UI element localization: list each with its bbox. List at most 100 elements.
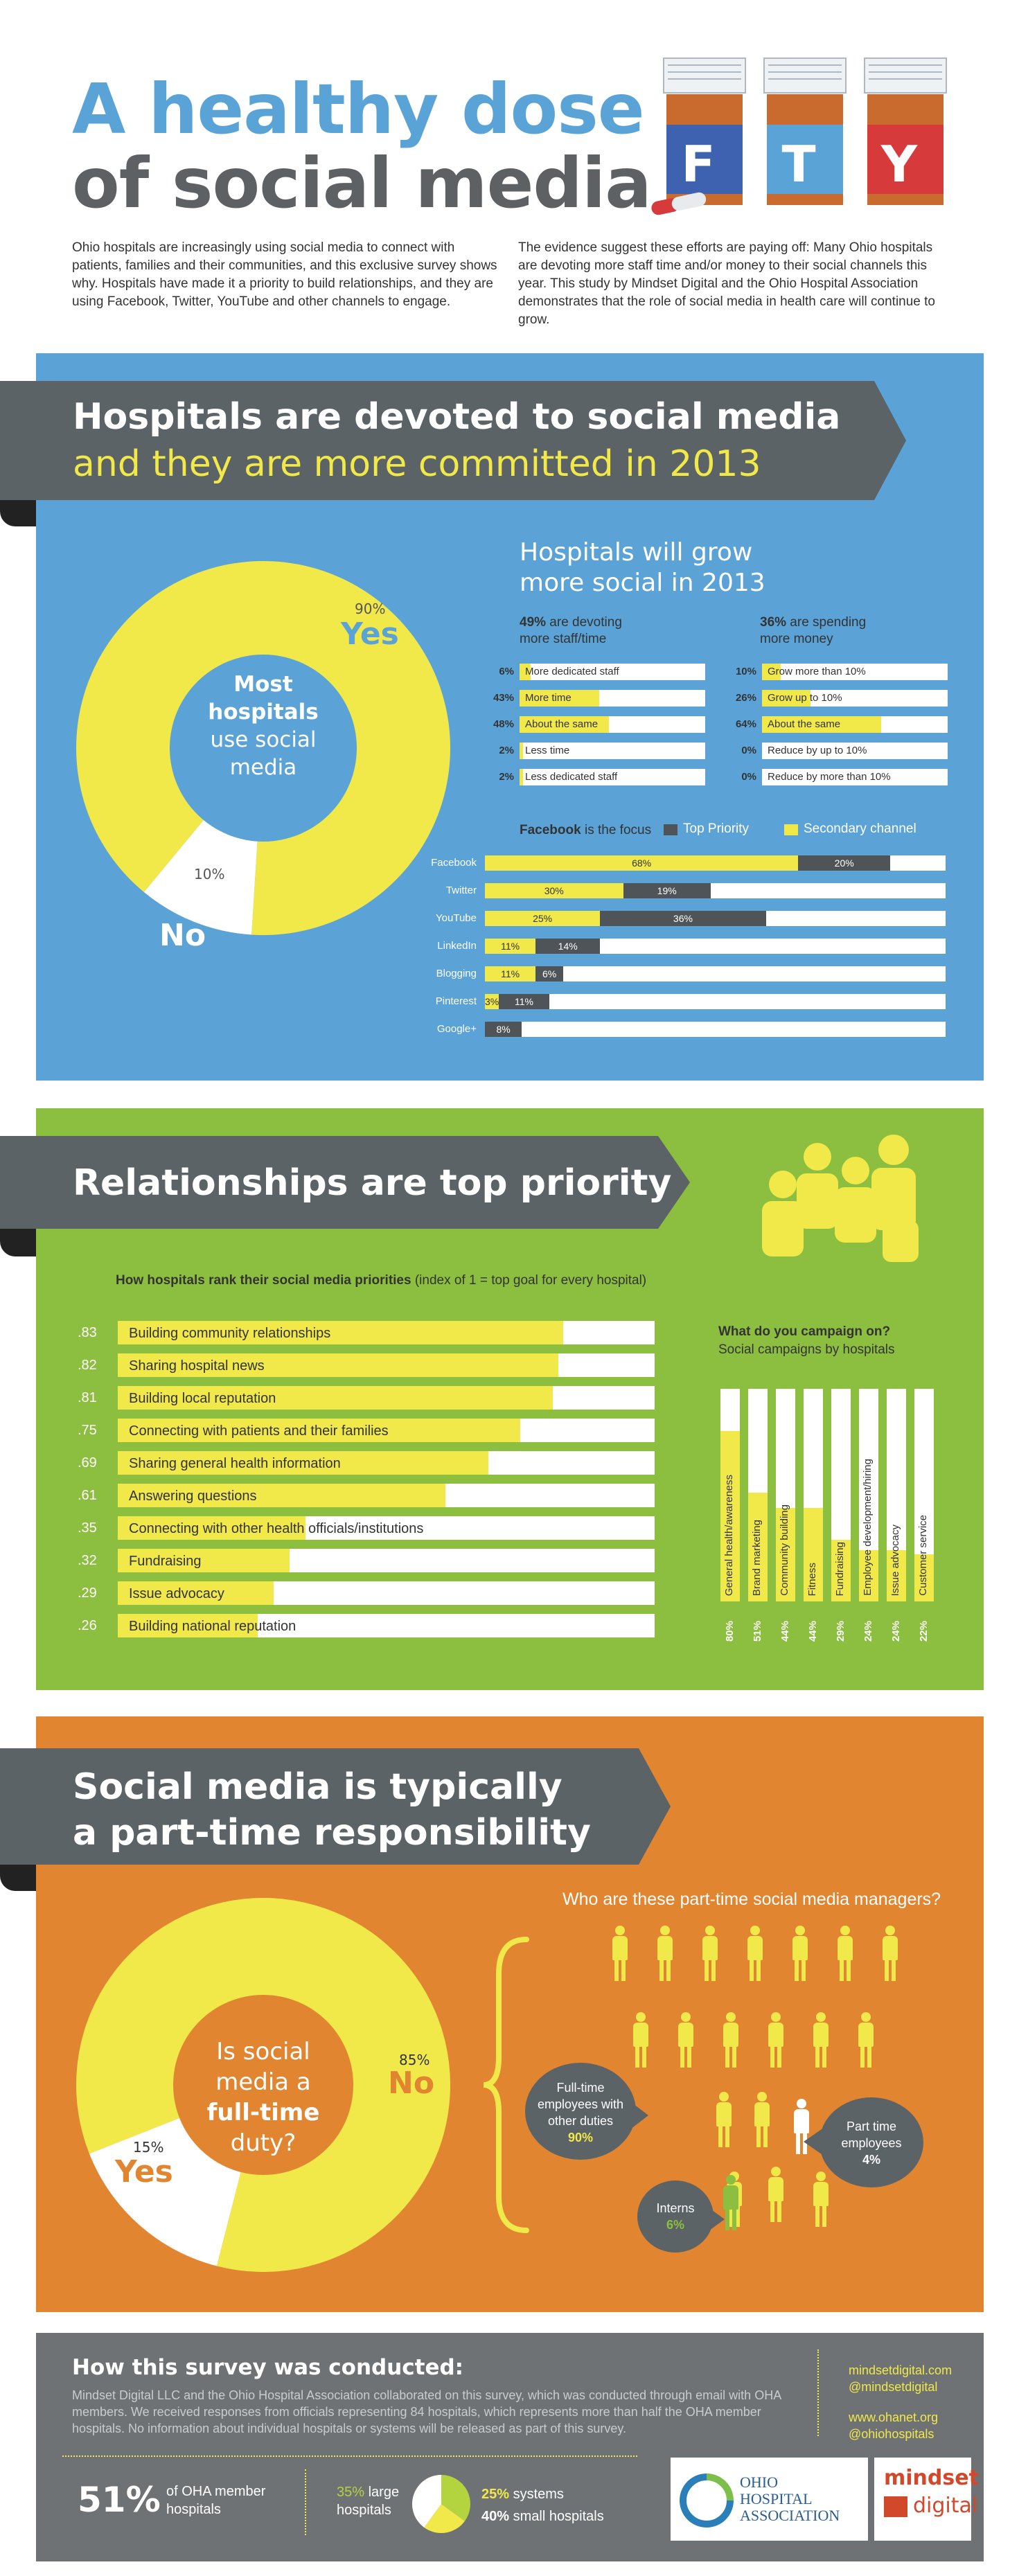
money-label: About the same <box>768 718 841 730</box>
person-icon <box>790 1926 810 1981</box>
survey-text: Mindset Digital LLC and the Ohio Hospita… <box>72 2388 781 2435</box>
oha-logo-text: OHIO HOSPITAL ASSOCIATION <box>740 2474 840 2524</box>
fb-focus-rest: is the focus <box>581 823 652 837</box>
survey-title: How this survey was conducted: <box>72 2355 464 2380</box>
donut2-line4: duty? <box>230 2129 296 2157</box>
stat-51-text: of OHA member hospitals <box>166 2482 265 2519</box>
campaign-subtitle: Social campaigns by hospitals <box>718 1342 895 1357</box>
staff-label: Less time <box>525 745 570 756</box>
channel-row: 11% 14% <box>485 939 946 954</box>
donut-center-text: Most hospitals use social media <box>165 670 362 781</box>
priority-index: .81 <box>78 1390 97 1405</box>
campaign-pct: 24% <box>862 1621 874 1642</box>
campaign-fill <box>748 1493 768 1601</box>
staff-heading-line2: more staff/time <box>520 632 607 646</box>
money-label: Grow up to 10% <box>768 692 842 704</box>
bar-top-priority: 11% <box>498 994 550 1009</box>
link-mindset-site[interactable]: mindsetdigital.com <box>849 2363 953 2377</box>
priority-label: Connecting with patients and their famil… <box>129 1423 389 1439</box>
person-icon <box>856 2012 876 2068</box>
link-oha-twitter[interactable]: @ohiohospitals <box>849 2427 934 2441</box>
footer-divider <box>817 2350 819 2436</box>
interns-bubble <box>637 2180 714 2253</box>
campaign-pct: 24% <box>890 1621 902 1642</box>
people-group-icon <box>762 1135 919 1262</box>
banner-relationships: Relationships are top priority <box>0 1136 690 1229</box>
legend-top-label: Top Priority <box>683 821 750 836</box>
channel-label: Blogging <box>436 968 477 979</box>
legend-secondary-label: Secondary channel <box>804 821 916 836</box>
campaign-pct: 22% <box>918 1621 930 1642</box>
priority-label: Answering questions <box>129 1489 257 1504</box>
oha-logo-line3: ASSOCIATION <box>740 2507 840 2524</box>
stat-51-line1: of OHA member <box>166 2484 266 2499</box>
bar-top-priority: 6% <box>535 966 564 981</box>
staff-row: More dedicated staff <box>520 664 705 680</box>
fulltime-text: Full-time employees with other duties 90… <box>525 2079 636 2146</box>
no-percent: 10% <box>194 866 225 882</box>
money-pct: 0% <box>741 745 756 756</box>
fulltime-line1: Full-time <box>556 2081 605 2095</box>
person-icon <box>810 2171 831 2227</box>
campaign-pct: 29% <box>835 1621 847 1642</box>
staff-row: More time <box>520 690 705 707</box>
grow-title-line1: Hospitals will grow <box>520 538 753 567</box>
fulltime-line2: employees with <box>537 2097 624 2111</box>
priority-row: Building national reputation <box>118 1614 655 1637</box>
stat-51-line2: hospitals <box>166 2502 221 2517</box>
campaign-column: Brand marketing <box>748 1389 768 1601</box>
hospital-split-pie <box>412 2475 470 2533</box>
donut-center-line2: hospitals <box>208 700 319 725</box>
pie-slice-small <box>412 2475 441 2528</box>
fulltime-line3: other duties <box>547 2114 614 2128</box>
staff-pct: 2% <box>499 745 514 756</box>
fb-focus-bold: Facebook <box>520 823 581 837</box>
page-title-line2: of social media <box>72 143 652 224</box>
priority-label: Issue advocacy <box>129 1586 224 1601</box>
stat-small-text: small hospitals <box>509 2509 604 2524</box>
priority-row: Building community relationships <box>118 1321 655 1344</box>
priority-row: Fundraising <box>118 1549 655 1572</box>
staff-label: About the same <box>525 718 599 730</box>
bottle-t <box>763 57 847 205</box>
intro-left: Ohio hospitals are increasingly using so… <box>72 240 497 309</box>
donut2-center-text: Is social media a full-time duty? <box>172 2036 355 2158</box>
priority-index: .69 <box>78 1455 97 1471</box>
bar-top-priority: 8% <box>485 1022 522 1037</box>
banner-tab <box>0 499 36 526</box>
channel-label: Google+ <box>436 1023 477 1035</box>
stat-systems: 25% systems 40% small hospitals <box>481 2483 604 2528</box>
stat-51: 51% <box>78 2480 161 2520</box>
priority-label: Building local reputation <box>129 1391 276 1406</box>
banner-devoted-line2: and they are more committed in 2013 <box>73 443 761 485</box>
person-icon <box>765 2167 786 2222</box>
person-icon <box>880 1926 901 1981</box>
priority-row: Sharing general health information <box>118 1451 655 1475</box>
bottle-letter-t: T <box>781 135 816 193</box>
money-pct: 26% <box>735 692 756 704</box>
stat-systems-pct: 25% <box>481 2487 510 2502</box>
money-pct: 0% <box>741 771 756 783</box>
bar-secondary: 3% <box>485 994 499 1009</box>
priority-label: Fundraising <box>129 1554 202 1569</box>
footer-divider-2 <box>305 2469 306 2535</box>
channel-label: YouTube <box>436 912 477 924</box>
money-row: About the same <box>762 716 948 733</box>
person-icon <box>835 1926 856 1981</box>
donut2-line1: Is social <box>216 2038 310 2066</box>
channel-label: Facebook <box>431 857 477 869</box>
yes-percent: 90% <box>355 601 386 617</box>
stat-systems-text: systems <box>509 2487 564 2502</box>
priority-fill <box>118 1386 553 1410</box>
priority-label: Sharing hospital news <box>129 1358 265 1374</box>
campaign-fill <box>776 1507 795 1601</box>
link-oha-site[interactable]: www.ohanet.org <box>849 2410 939 2424</box>
campaign-column: Issue advocacy <box>887 1389 906 1601</box>
staff-heading: 49% are devoting more staff/time <box>520 614 622 648</box>
bottle-f <box>663 57 746 205</box>
person-icon <box>714 2092 734 2147</box>
interns-pct: 6% <box>666 2218 684 2232</box>
channel-row: 8% <box>485 1022 946 1037</box>
link-mindset-twitter[interactable]: @mindsetdigital <box>849 2380 938 2394</box>
campaign-column: General health/awareness <box>720 1389 740 1601</box>
